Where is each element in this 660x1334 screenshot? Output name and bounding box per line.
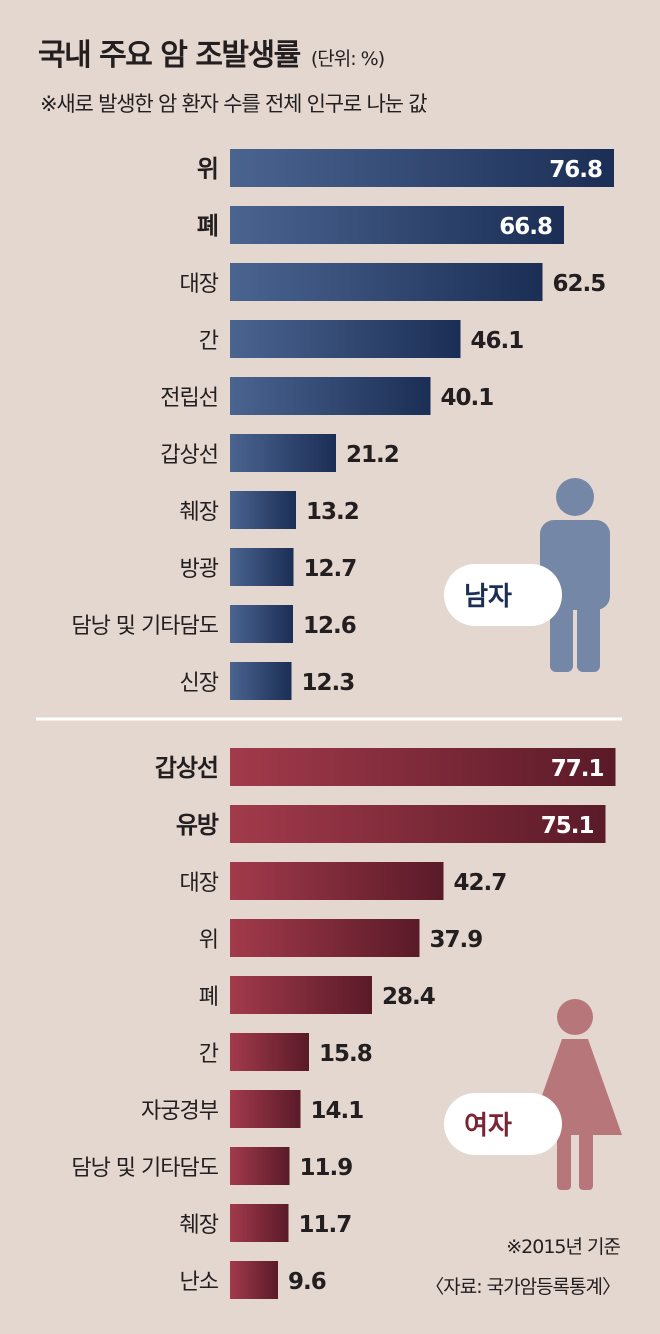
female-bar: [230, 1033, 309, 1071]
female-bar: [230, 1261, 278, 1299]
female-category-label: 자궁경부: [141, 1099, 219, 1124]
male-category-label: 갑상선: [160, 443, 218, 468]
female-figure-icon: [528, 999, 622, 1190]
male-category-label: 대장: [180, 272, 219, 297]
chart-title: 국내 주요 암 조발생률: [38, 38, 301, 73]
male-bar: [230, 434, 336, 472]
female-category-label: 대장: [180, 871, 219, 896]
male-bar: [230, 206, 564, 244]
male-category-label: 위: [197, 155, 218, 183]
male-value-label: 21.2: [346, 442, 399, 468]
male-value-label: 46.1: [471, 328, 524, 354]
female-category-label: 위: [199, 928, 218, 953]
male-bar-group: 위 76.8 폐 66.8 대장 62.5 간 46.1 전립선 40.1 갑상선 21.2 췌장 13.…: [71, 149, 614, 700]
male-bar: [230, 662, 292, 700]
female-bar: [230, 976, 372, 1014]
female-value-label: 11.7: [299, 1212, 352, 1238]
female-bar: [230, 919, 420, 957]
male-bar: [230, 548, 294, 586]
female-category-label: 갑상선: [155, 754, 218, 782]
female-bar: [230, 862, 444, 900]
male-figure-icon: [540, 478, 610, 672]
male-bar: [230, 320, 461, 358]
male-value-label: 13.2: [306, 499, 359, 525]
female-bar: [230, 1147, 290, 1185]
male-bar: [230, 491, 296, 529]
male-category-label: 방광: [180, 557, 219, 582]
male-category-label: 췌장: [180, 500, 219, 525]
male-category-label: 폐: [197, 212, 218, 240]
female-group-label: 여자: [464, 1111, 512, 1141]
male-bar: [230, 149, 614, 187]
female-value-label: 42.7: [454, 870, 507, 896]
female-bar-group: 갑상선 77.1 유방 75.1 대장 42.7 위 37.9 폐 28.4 간 15.8 자궁경부 14…: [71, 748, 616, 1299]
male-value-label: 12.3: [302, 670, 355, 696]
female-value-label: 14.1: [311, 1098, 364, 1124]
female-bar: [230, 1204, 289, 1242]
female-value-label: 75.1: [541, 813, 594, 839]
male-value-label: 62.5: [553, 271, 606, 297]
female-category-label: 췌장: [180, 1213, 219, 1238]
female-category-label: 유방: [176, 811, 219, 839]
male-bar: [230, 605, 293, 643]
chart-subtitle: ※새로 발생한 암 환자 수를 전체 인구로 나눈 값: [40, 92, 428, 116]
female-bar: [230, 1090, 301, 1128]
source-note: 〈자료: 국가암등록통계〉: [425, 1276, 621, 1298]
male-bar: [230, 377, 431, 415]
chart-header: 국내 주요 암 조발생률 (단위: %): [38, 30, 385, 74]
male-value-label: 76.8: [549, 157, 602, 183]
female-value-label: 28.4: [382, 984, 435, 1010]
female-bar: [230, 805, 606, 843]
base-year-note: ※2015년 기준: [506, 1236, 621, 1258]
male-badge: 남자: [444, 564, 562, 626]
female-value-label: 37.9: [430, 927, 483, 953]
male-group-label: 남자: [464, 582, 512, 612]
female-value-label: 15.8: [319, 1041, 372, 1067]
female-value-label: 11.9: [300, 1155, 353, 1181]
male-category-label: 담낭 및 기타담도: [71, 614, 218, 639]
female-category-label: 난소: [180, 1270, 219, 1295]
male-value-label: 12.7: [304, 556, 357, 582]
male-value-label: 66.8: [499, 214, 552, 240]
male-value-label: 40.1: [441, 385, 494, 411]
male-category-label: 신장: [180, 671, 219, 696]
unit-label: (단위: %): [310, 48, 385, 70]
female-value-label: 77.1: [551, 756, 604, 782]
female-badge: 여자: [444, 1093, 562, 1155]
male-category-label: 간: [199, 329, 219, 354]
female-category-label: 폐: [199, 985, 218, 1010]
female-value-label: 9.6: [288, 1269, 326, 1295]
female-category-label: 담낭 및 기타담도: [71, 1156, 218, 1181]
female-category-label: 간: [199, 1042, 219, 1067]
male-category-label: 전립선: [160, 386, 218, 411]
male-bar: [230, 263, 543, 301]
female-bar: [230, 748, 616, 786]
male-value-label: 12.6: [303, 613, 356, 639]
